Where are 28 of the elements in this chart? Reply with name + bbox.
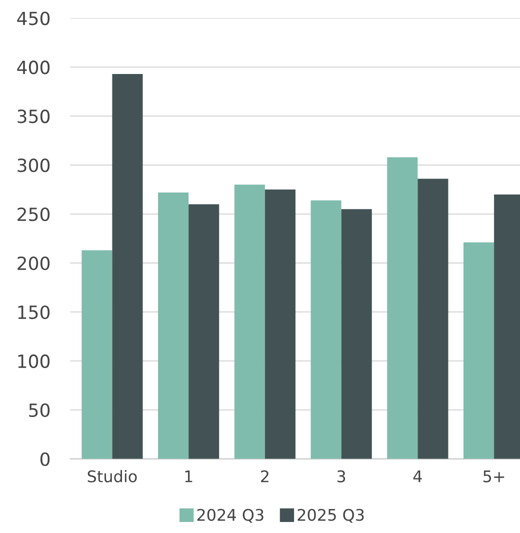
y-tick-label: 100 <box>18 354 50 368</box>
x-tick-label: Studio <box>88 470 137 482</box>
y-tick-label: 50 <box>29 403 50 418</box>
y-tick-label: 250 <box>18 207 50 222</box>
y-tick-label: 150 <box>18 305 50 320</box>
x-tick-label: 5+ <box>483 470 504 482</box>
bar <box>387 157 418 459</box>
x-tick-label: 2 <box>261 470 268 482</box>
bar <box>310 200 342 459</box>
y-tick-label: 300 <box>18 158 50 172</box>
legend-label: 2025 Q3 <box>298 508 364 523</box>
bar <box>418 178 448 459</box>
y-tick-label: 350 <box>18 110 50 124</box>
bar <box>341 209 372 459</box>
legend-label: 2024 Q3 <box>197 508 264 523</box>
x-tick-label: 1 <box>185 470 192 482</box>
bar <box>158 192 189 459</box>
bar <box>82 250 112 459</box>
x-tick-label: 4 <box>413 470 422 482</box>
bar <box>112 74 143 459</box>
x-tick-label: 3 <box>337 470 346 482</box>
y-tick-label: 200 <box>18 256 50 270</box>
y-tick-label: 450 <box>17 12 50 26</box>
y-tick-label: 0 <box>40 452 50 466</box>
y-tick-label: 400 <box>17 60 50 74</box>
bar <box>234 184 265 459</box>
bar <box>264 190 296 459</box>
bar <box>188 204 220 459</box>
